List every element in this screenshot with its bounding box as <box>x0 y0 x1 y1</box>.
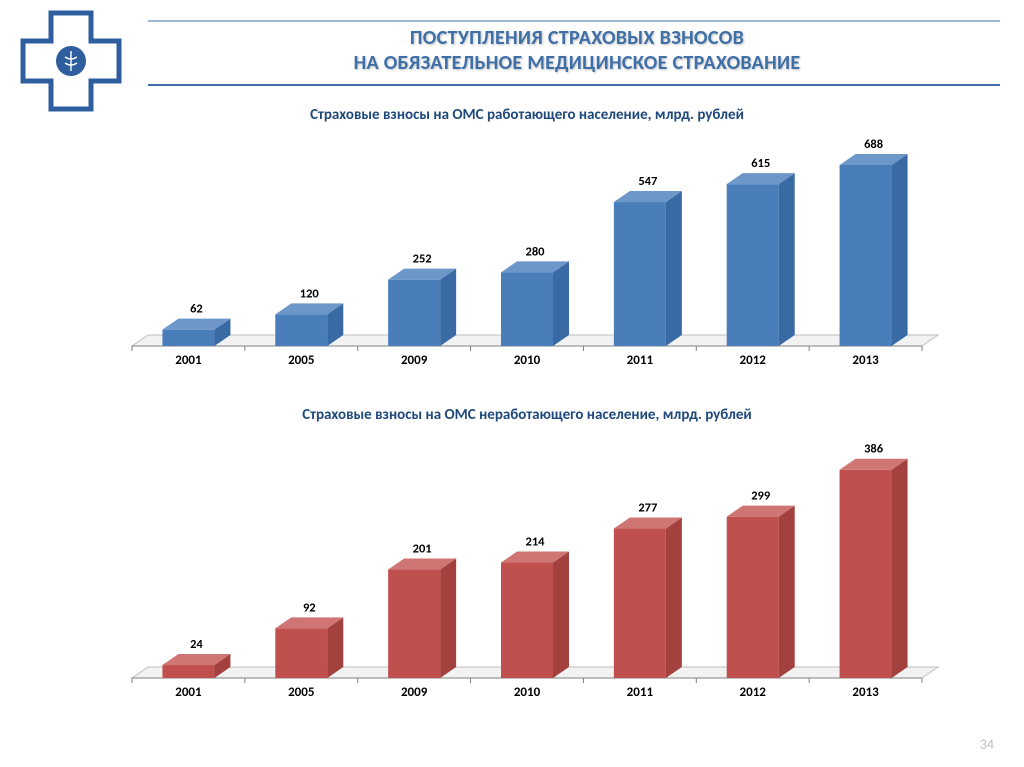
svg-text:2013: 2013 <box>852 353 879 368</box>
header-rule-top <box>148 20 1000 22</box>
svg-text:201: 201 <box>413 542 432 557</box>
header-rule-bottom <box>148 84 1000 86</box>
svg-text:2009: 2009 <box>401 353 428 368</box>
chart1-plot: 62 2001 120 2005 252 2009 280 2010 547 2011 615 201… <box>112 130 942 372</box>
svg-text:24: 24 <box>190 637 203 652</box>
svg-text:2005: 2005 <box>288 685 314 700</box>
chart-working-population: Страховые взносы на ОМС работающего насе… <box>112 106 942 374</box>
svg-text:214: 214 <box>525 535 545 550</box>
svg-text:386: 386 <box>864 442 884 457</box>
svg-text:615: 615 <box>751 156 770 171</box>
page-number: 34 <box>980 736 994 753</box>
svg-text:2012: 2012 <box>740 353 767 368</box>
svg-text:547: 547 <box>638 174 657 189</box>
page-title-line1: ПОСТУПЛЕНИЯ СТРАХОВЫХ ВЗНОСОВ <box>170 26 984 51</box>
svg-text:62: 62 <box>190 302 203 317</box>
svg-text:277: 277 <box>638 501 657 516</box>
svg-text:2010: 2010 <box>514 353 541 368</box>
svg-text:92: 92 <box>303 600 316 615</box>
page-title: ПОСТУПЛЕНИЯ СТРАХОВЫХ ВЗНОСОВ НА ОБЯЗАТЕ… <box>170 26 984 76</box>
svg-text:252: 252 <box>413 252 432 267</box>
svg-text:688: 688 <box>864 137 883 152</box>
svg-text:2013: 2013 <box>852 685 879 700</box>
svg-text:2009: 2009 <box>401 685 428 700</box>
svg-text:299: 299 <box>751 489 771 504</box>
medical-cross-logo-icon <box>16 6 126 116</box>
chart-nonworking-population: Страховые взносы на ОМС неработающего на… <box>112 406 942 706</box>
chart1-title: Страховые взносы на ОМС работающего насе… <box>112 106 942 124</box>
svg-text:2011: 2011 <box>627 353 654 368</box>
chart2-title: Страховые взносы на ОМС неработающего на… <box>112 406 942 424</box>
svg-text:2001: 2001 <box>175 685 202 700</box>
svg-text:2001: 2001 <box>175 353 202 368</box>
page-title-line2: НА ОБЯЗАТЕЛЬНОЕ МЕДИЦИНСКОЕ СТРАХОВАНИЕ <box>170 51 984 76</box>
svg-text:2010: 2010 <box>514 685 541 700</box>
svg-text:120: 120 <box>300 286 320 301</box>
svg-text:2011: 2011 <box>627 685 654 700</box>
svg-text:2012: 2012 <box>740 685 767 700</box>
chart2-plot: 24 2001 92 2005 201 2009 214 2010 277 2011 299 2012… <box>112 430 942 704</box>
svg-text:280: 280 <box>525 244 545 259</box>
svg-text:2005: 2005 <box>288 353 314 368</box>
